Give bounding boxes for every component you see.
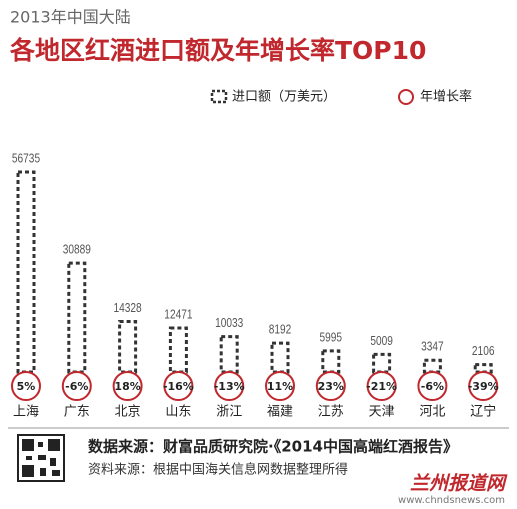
rate-marker	[366, 371, 397, 401]
chart-title: 各地区红酒进口额及年增长率TOP10	[9, 36, 426, 65]
value-label: 3347	[421, 339, 444, 353]
x-tick-label: 福建	[267, 405, 293, 420]
rate-marker	[468, 371, 499, 401]
x-tick-label: 山东	[165, 405, 191, 420]
value-label: 5009	[370, 334, 393, 348]
value-label: 30889	[63, 242, 91, 256]
bar	[67, 261, 87, 374]
legend-label: 年增长率	[420, 89, 472, 105]
x-tick-label: 河北	[419, 405, 445, 420]
rate-marker	[163, 371, 194, 401]
qr-code	[17, 434, 65, 482]
rate-label: -16%	[163, 380, 194, 393]
rate-marker	[61, 371, 92, 401]
value-label: 2106	[472, 344, 495, 358]
bar	[473, 363, 493, 374]
x-tick-label: 广东	[64, 405, 90, 420]
value-label: 56735	[12, 151, 40, 165]
value-label: 10033	[215, 316, 243, 330]
source: 数据来源：财富品质研究院·《2014中国高端红酒报告》	[88, 438, 458, 456]
x-tick-label: 辽宁	[470, 404, 496, 420]
bar	[422, 358, 442, 374]
bar	[372, 352, 392, 374]
rate-marker	[265, 371, 295, 401]
watermark-url: www.chndsnews.com	[398, 495, 505, 506]
bar	[118, 319, 138, 374]
bar	[219, 335, 239, 374]
rate-marker	[417, 371, 448, 401]
rate-label: 18%	[114, 380, 140, 393]
bar	[270, 341, 290, 374]
value-label: 12471	[164, 307, 192, 321]
x-tick-label: 天津	[369, 405, 395, 420]
x-tick-label: 浙江	[216, 405, 242, 420]
rate-label: 5%	[17, 380, 36, 393]
chart-subtitle: 2013年中国大陆	[10, 8, 131, 27]
bar	[168, 326, 188, 374]
bar	[16, 170, 36, 374]
rate-label: 11%	[267, 380, 293, 393]
rate-label: -6%	[65, 380, 88, 393]
value-label: 8192	[269, 322, 292, 336]
rate-marker	[11, 371, 41, 401]
rate-label: -39%	[468, 380, 499, 393]
note: 资料来源：根据中国海关信息网数据整理所得	[88, 462, 348, 478]
x-tick-label: 上海	[13, 405, 39, 420]
x-tick-label: 北京	[115, 405, 141, 420]
value-label: 14328	[114, 301, 142, 315]
rate-label: -13%	[214, 380, 245, 393]
legend-swatch	[210, 89, 228, 104]
legend-swatch	[398, 89, 414, 105]
legend-label: 进口额（万美元）	[232, 90, 336, 105]
value-label: 5995	[320, 330, 343, 344]
rate-label: -6%	[421, 380, 444, 393]
rate-label: 23%	[318, 380, 344, 393]
rate-label: -21%	[366, 380, 397, 393]
watermark: 兰州报道网	[410, 473, 508, 495]
rate-marker	[112, 371, 143, 401]
x-tick-label: 江苏	[318, 404, 344, 420]
bar	[321, 349, 341, 374]
rate-marker	[214, 371, 245, 401]
rate-marker	[315, 371, 346, 401]
